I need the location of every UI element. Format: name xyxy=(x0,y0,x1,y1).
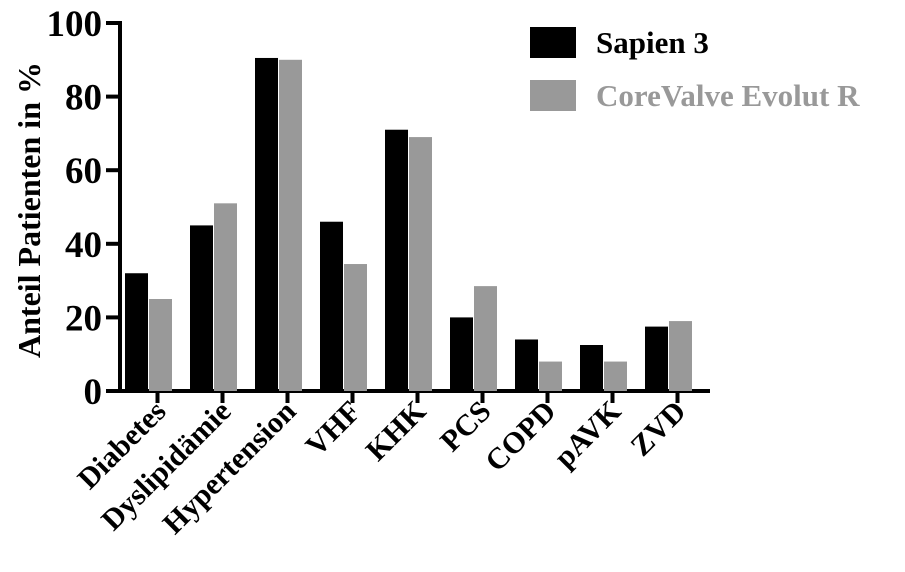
legend-swatch xyxy=(530,80,576,111)
x-tick-label: COPD xyxy=(479,395,562,478)
legend-label: Sapien 3 xyxy=(596,25,709,60)
y-tick-label: 60 xyxy=(65,151,102,192)
bar-sapien-3 xyxy=(450,317,473,391)
y-axis: 0 20 40 60 80 100 xyxy=(47,4,122,413)
bars xyxy=(125,57,692,392)
bar-corevalve-evolut-r xyxy=(214,203,237,391)
legend-swatch xyxy=(530,27,576,58)
bar-corevalve-evolut-r xyxy=(474,286,497,391)
bar-sapien-3 xyxy=(190,225,213,391)
bar-corevalve-evolut-r xyxy=(279,59,302,392)
bar-corevalve-evolut-r xyxy=(539,361,562,391)
y-tick-label: 0 xyxy=(84,372,103,413)
bar-sapien-3 xyxy=(580,345,603,391)
y-tick-label: 100 xyxy=(47,4,103,45)
bar-sapien-3 xyxy=(125,273,148,391)
x-tick-label: KHK xyxy=(360,394,433,467)
bar-sapien-3 xyxy=(515,339,538,391)
y-axis-title: Anteil Patienten in % xyxy=(11,62,47,358)
bar-corevalve-evolut-r xyxy=(669,321,692,391)
bar-sapien-3 xyxy=(645,326,668,391)
y-tick-label: 20 xyxy=(65,298,102,339)
legend-label: CoreValve Evolut R xyxy=(596,78,860,113)
x-tick-label: pAVK xyxy=(548,394,628,474)
bar-sapien-3 xyxy=(255,57,278,392)
legend: Sapien 3 CoreValve Evolut R xyxy=(530,25,860,113)
x-tick-label: ZVD xyxy=(624,395,692,463)
bar-corevalve-evolut-r xyxy=(409,137,432,391)
y-tick-label: 80 xyxy=(65,78,102,119)
x-tick-label: VHF xyxy=(299,395,367,463)
bar-corevalve-evolut-r xyxy=(149,299,172,391)
bar-sapien-3 xyxy=(320,221,343,391)
bar-corevalve-evolut-r xyxy=(604,361,627,391)
y-tick-label: 40 xyxy=(65,225,102,266)
bar-corevalve-evolut-r xyxy=(344,264,367,391)
bar-sapien-3 xyxy=(385,129,408,391)
